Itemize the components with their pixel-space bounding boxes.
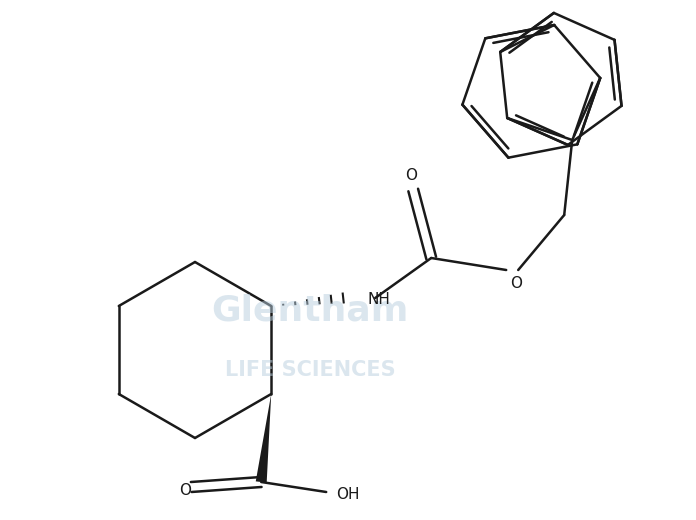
Text: LIFE SCIENCES: LIFE SCIENCES <box>225 360 395 380</box>
Text: O: O <box>510 277 522 292</box>
Text: NH: NH <box>367 292 390 307</box>
Polygon shape <box>255 394 271 483</box>
Text: O: O <box>179 483 191 498</box>
Text: O: O <box>405 168 417 184</box>
Text: OH: OH <box>336 487 360 501</box>
Text: Glentham: Glentham <box>212 293 409 327</box>
